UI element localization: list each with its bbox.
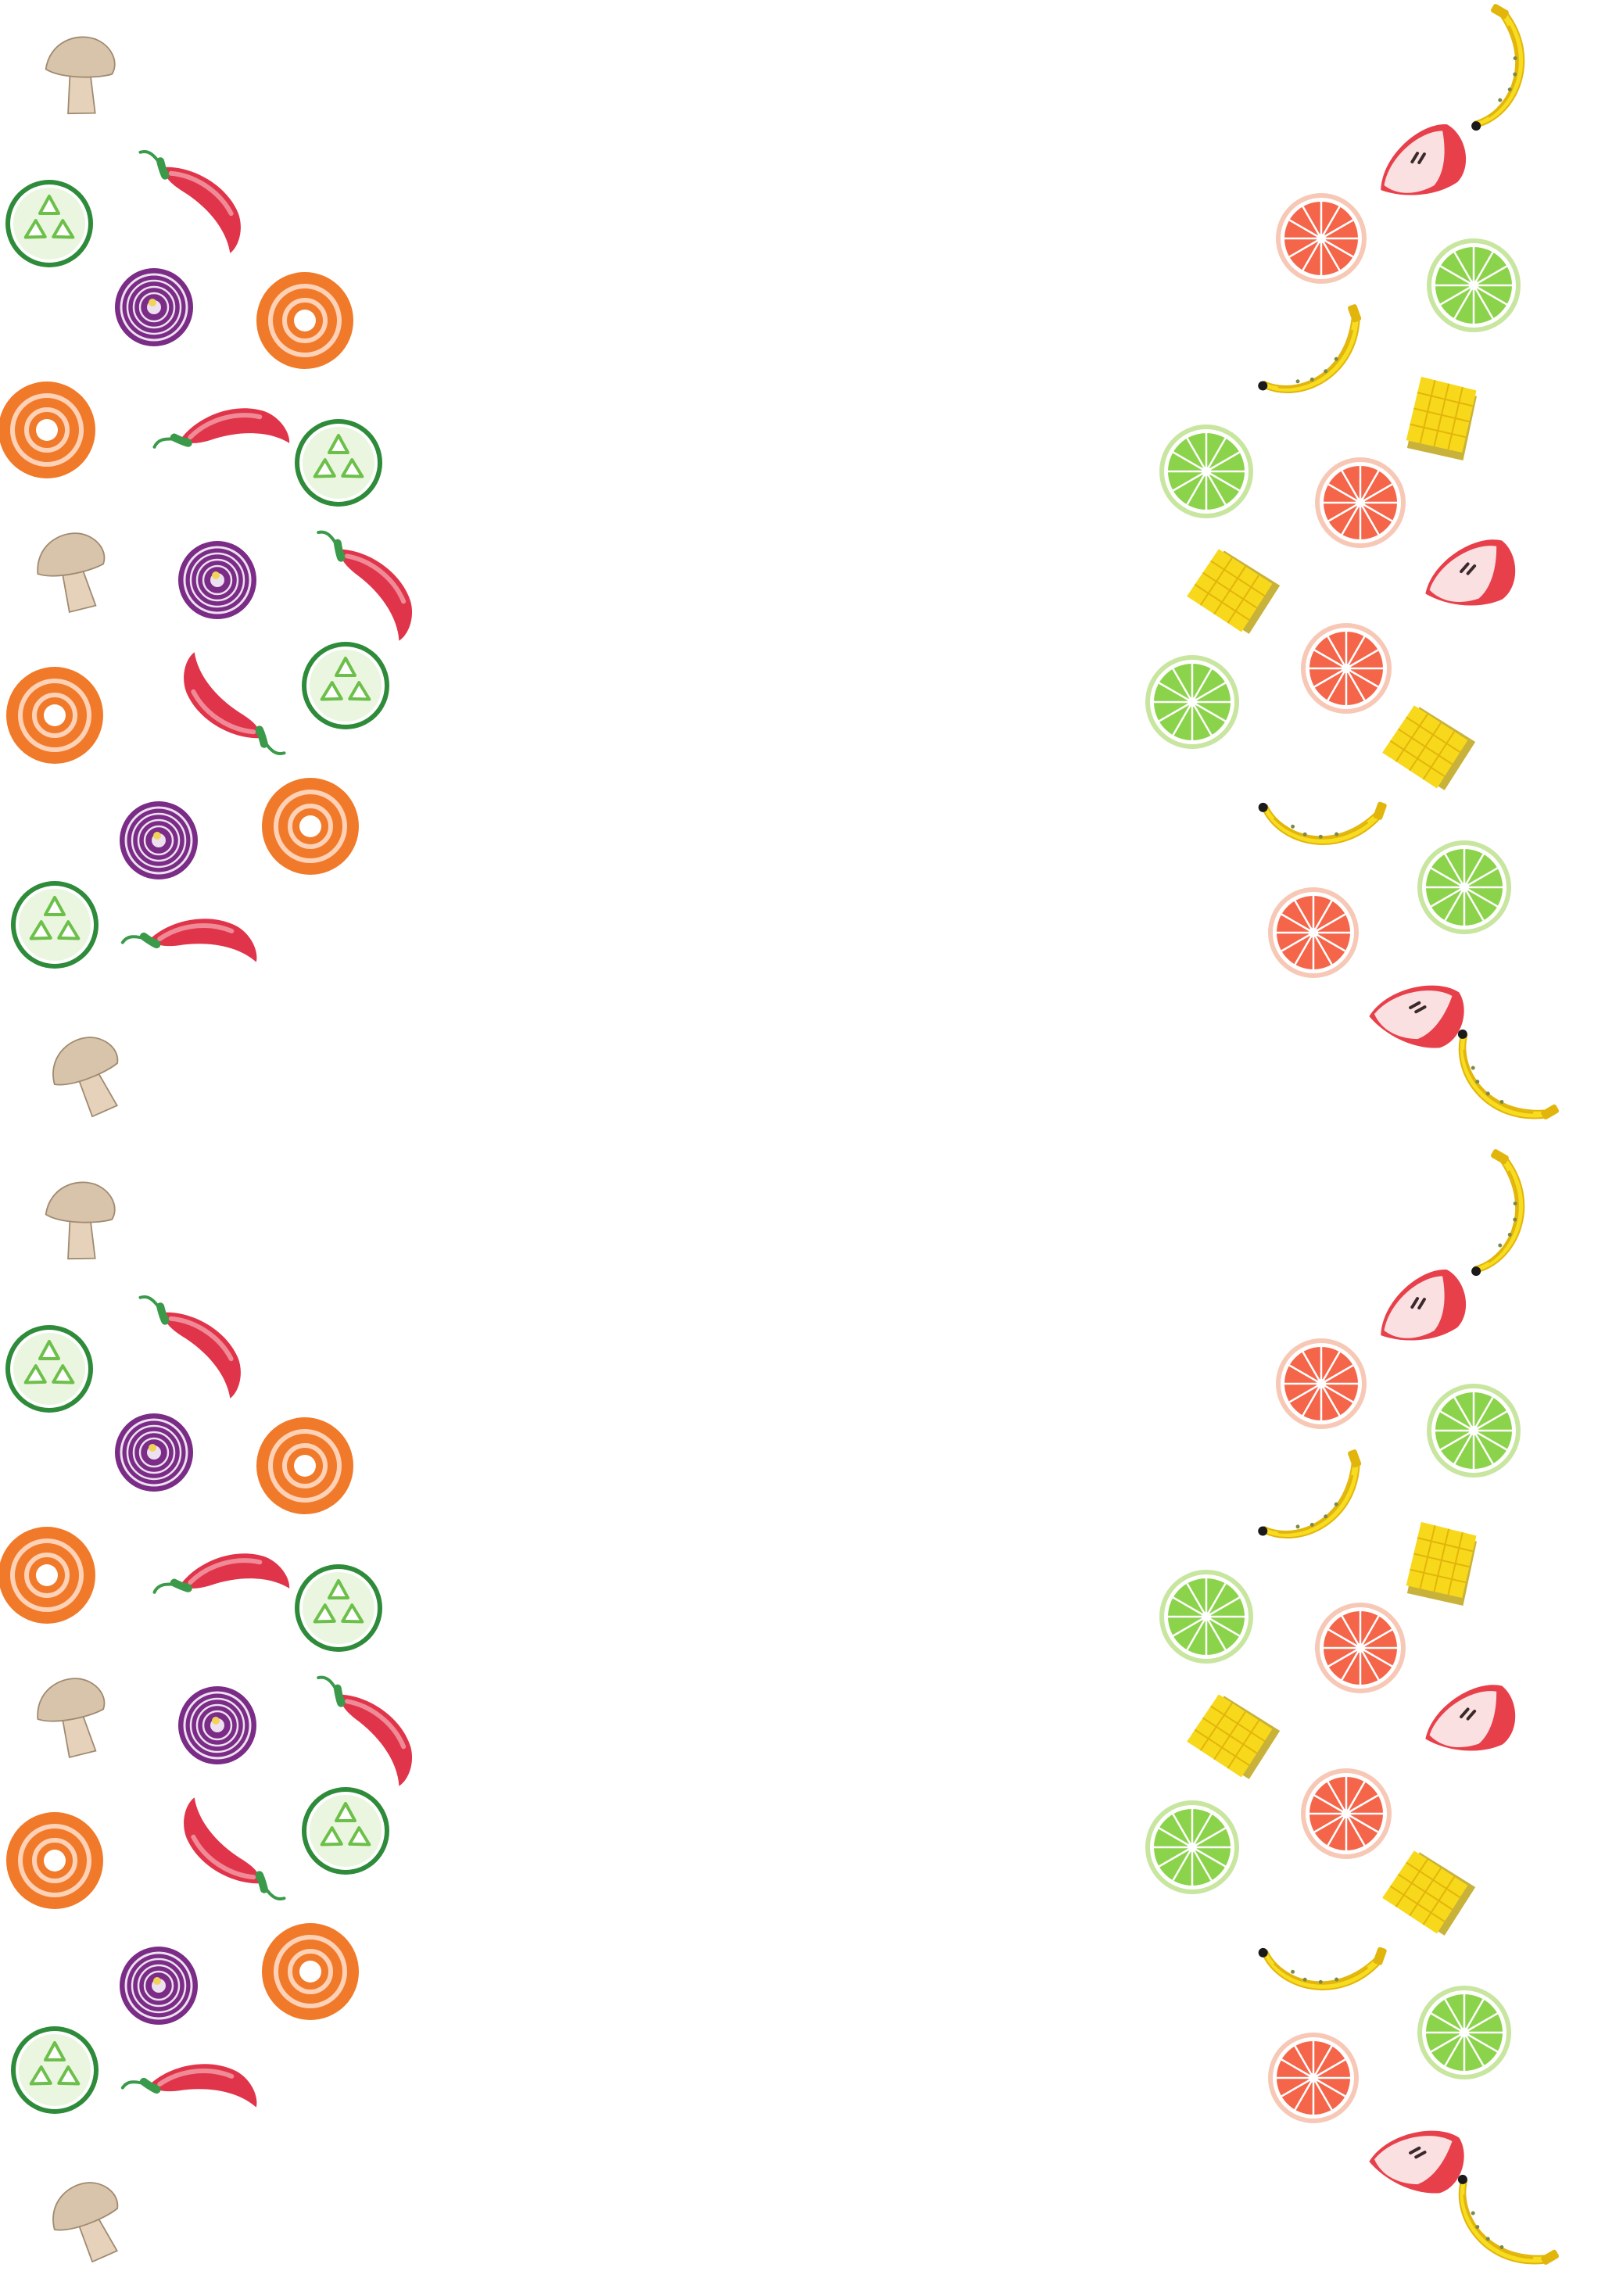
lime-slice-icon <box>1145 655 1239 749</box>
chili-pepper-icon <box>317 530 413 641</box>
mango-cube-icon <box>1382 1850 1476 1936</box>
carrot-slice-icon <box>256 272 353 369</box>
mango-cube-icon <box>1187 1694 1281 1779</box>
chili-pepper-icon <box>184 1797 286 1900</box>
carrot-slice-icon <box>0 1527 95 1624</box>
carrot-slice-icon <box>262 1923 359 2020</box>
mushroom-icon <box>37 532 106 614</box>
fruit-column <box>1145 4 1560 2265</box>
cucumber-slice-icon <box>302 1787 389 1875</box>
grapefruit-slice-icon <box>1276 193 1367 284</box>
mushroom-icon <box>52 2182 119 2263</box>
lime-slice-icon <box>1159 424 1253 518</box>
apple-slice-icon <box>1425 539 1516 606</box>
chili-pepper-icon <box>120 2064 257 2108</box>
carrot-slice-icon <box>262 778 359 875</box>
grapefruit-slice-icon <box>1268 2033 1359 2123</box>
mushroom-icon <box>52 1037 119 1118</box>
mango-cube-icon <box>1406 1521 1477 1606</box>
carrot-slice-icon <box>0 381 95 478</box>
grapefruit-slice-icon <box>1276 1338 1367 1429</box>
cucumber-slice-icon <box>295 1564 382 1652</box>
cucumber-slice-icon <box>5 1325 93 1413</box>
lime-slice-icon <box>1159 1570 1253 1664</box>
mushroom-icon <box>37 1678 106 1759</box>
red-onion-slice-icon <box>178 541 256 619</box>
banana-icon <box>1471 1149 1525 1277</box>
banana-icon <box>1258 801 1387 845</box>
cucumber-slice-icon <box>5 180 93 267</box>
red-onion-slice-icon <box>178 1686 256 1764</box>
cucumber-slice-icon <box>11 2026 99 2114</box>
carrot-slice-icon <box>6 667 103 764</box>
banana-icon <box>1258 304 1362 394</box>
grapefruit-slice-icon <box>1301 1768 1392 1859</box>
chili-pepper-icon <box>138 150 241 253</box>
banana-icon <box>1258 1449 1362 1539</box>
banana-icon <box>1258 1947 1387 1990</box>
mushroom-icon <box>45 1181 116 1260</box>
banana-icon <box>1457 1029 1560 1119</box>
lime-slice-icon <box>1145 1800 1239 1894</box>
cucumber-slice-icon <box>295 419 382 507</box>
apple-slice-icon <box>1369 2130 1464 2194</box>
apple-slice-icon <box>1369 985 1464 1048</box>
chili-pepper-icon <box>138 1295 241 1399</box>
apple-slice-icon <box>1381 1270 1467 1341</box>
apple-slice-icon <box>1425 1685 1516 1751</box>
carrot-slice-icon <box>256 1417 353 1514</box>
mushroom-icon <box>45 36 116 115</box>
grapefruit-slice-icon <box>1268 887 1359 978</box>
chili-pepper-icon <box>184 652 286 755</box>
vegetable-column <box>0 36 413 2263</box>
red-onion-slice-icon <box>115 268 193 346</box>
mango-cube-icon <box>1406 376 1477 460</box>
cucumber-slice-icon <box>11 881 99 969</box>
mango-cube-icon <box>1382 705 1476 790</box>
chili-pepper-icon <box>317 1675 413 1786</box>
lime-slice-icon <box>1417 840 1511 934</box>
chili-pepper-icon <box>152 1553 290 1594</box>
grapefruit-slice-icon <box>1301 623 1392 714</box>
lime-slice-icon <box>1427 1384 1521 1478</box>
apple-slice-icon <box>1381 124 1467 195</box>
chili-pepper-icon <box>152 408 290 449</box>
red-onion-slice-icon <box>120 801 198 879</box>
mango-cube-icon <box>1187 549 1281 634</box>
red-onion-slice-icon <box>120 1947 198 2025</box>
grapefruit-slice-icon <box>1315 457 1406 548</box>
carrot-slice-icon <box>6 1812 103 1909</box>
grapefruit-slice-icon <box>1315 1603 1406 1693</box>
lime-slice-icon <box>1427 238 1521 332</box>
lime-slice-icon <box>1417 1986 1511 2079</box>
red-onion-slice-icon <box>115 1413 193 1492</box>
banana-icon <box>1457 2174 1560 2265</box>
chili-pepper-icon <box>120 919 257 962</box>
cucumber-slice-icon <box>302 642 389 729</box>
banana-icon <box>1471 4 1525 131</box>
